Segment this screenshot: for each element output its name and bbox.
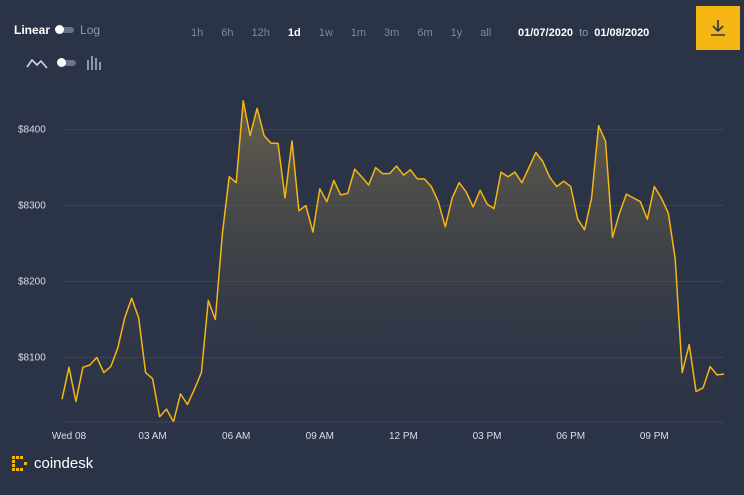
range-all[interactable]: all <box>480 27 492 39</box>
x-tick-label: 12 PM <box>389 431 418 442</box>
view-toggle[interactable] <box>26 54 102 72</box>
x-tick-label: 09 AM <box>306 431 334 442</box>
x-axis: Wed 08 03 AM 06 AM 09 AM 12 PM 03 PM 06 PM 09 P… <box>52 431 669 442</box>
range-1m[interactable]: 1m <box>350 27 367 39</box>
scale-switch-knob <box>55 25 65 34</box>
range-12h[interactable]: 12h <box>251 27 270 39</box>
coindesk-logo-icon <box>12 455 27 471</box>
price-area <box>62 100 724 422</box>
date-range: 01/07/2020 to 01/08/2020 <box>518 27 649 39</box>
x-tick-label: 03 AM <box>138 431 166 442</box>
date-from[interactable]: 01/07/2020 <box>518 27 574 39</box>
range-1h[interactable]: 1h <box>191 27 204 39</box>
y-tick-label: $8200 <box>18 276 46 287</box>
range-6m[interactable]: 6m <box>417 27 433 39</box>
view-switch-knob <box>57 58 66 67</box>
range-1y[interactable]: 1y <box>450 27 463 39</box>
log-label[interactable]: Log <box>80 23 101 37</box>
download-button[interactable] <box>696 6 740 50</box>
range-3m[interactable]: 3m <box>384 27 400 39</box>
download-icon <box>711 20 725 36</box>
x-tick-label: 06 AM <box>222 431 250 442</box>
bar-chart-icon[interactable] <box>86 55 102 71</box>
x-tick-label: Wed 08 <box>52 431 87 442</box>
chart-toolbar: Linear Log 1h 6h 12h 1d 1w 1m 3m 6m 1y a… <box>0 0 744 70</box>
y-tick-label: $8100 <box>18 352 46 363</box>
x-tick-label: 09 PM <box>640 431 669 442</box>
linear-label[interactable]: Linear <box>14 23 51 37</box>
date-to[interactable]: 01/08/2020 <box>594 27 650 39</box>
price-line[interactable] <box>61 99 725 423</box>
line-chart-icon[interactable] <box>26 56 48 70</box>
scale-switch[interactable] <box>55 25 75 34</box>
x-tick-label: 03 PM <box>473 431 502 442</box>
y-axis: $8100 $8200 $8300 $8400 <box>18 125 46 364</box>
scale-toggle[interactable]: Linear Log <box>14 22 100 38</box>
brand-name: coindesk <box>34 455 94 472</box>
y-tick-label: $8300 <box>18 201 46 212</box>
x-tick-label: 06 PM <box>556 431 585 442</box>
range-6h[interactable]: 6h <box>221 27 234 39</box>
brand: coindesk <box>12 455 93 472</box>
time-range-selector: 1h 6h 12h 1d 1w 1m 3m 6m 1y all <box>182 27 500 39</box>
date-separator: to <box>579 27 589 39</box>
range-1w[interactable]: 1w <box>318 27 333 39</box>
view-switch[interactable] <box>57 58 76 67</box>
y-tick-label: $8400 <box>18 125 46 136</box>
range-1d[interactable]: 1d <box>287 27 301 39</box>
